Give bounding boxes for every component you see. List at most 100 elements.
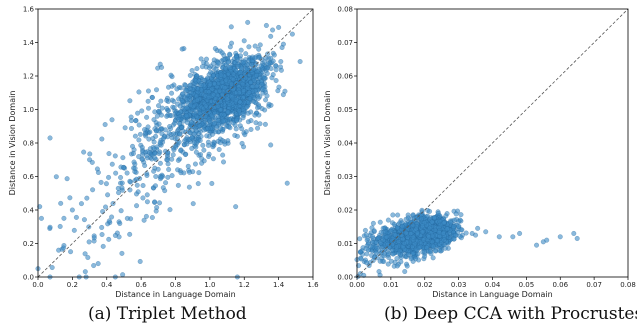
caption-b: (b) Deep CCA with Procrustes xyxy=(384,304,637,324)
scatter-point xyxy=(571,230,577,236)
scatter-point xyxy=(405,215,411,221)
scatter-point xyxy=(164,97,170,103)
scatter-point xyxy=(133,191,139,197)
scatter-point xyxy=(210,156,216,162)
scatter-point xyxy=(193,144,199,150)
scatter-point xyxy=(145,124,151,130)
scatter-point xyxy=(376,235,382,241)
scatter-point xyxy=(396,250,402,256)
scatter-point xyxy=(144,192,150,198)
scatter-point xyxy=(118,208,124,214)
x-tick-label: 0.02 xyxy=(417,281,433,289)
scatter-point xyxy=(252,112,258,118)
scatter-point xyxy=(227,65,233,71)
x-tick-label: 0.05 xyxy=(519,281,535,289)
scatter-point xyxy=(202,77,208,83)
scatter-point xyxy=(246,44,252,50)
scatter-point xyxy=(144,152,150,158)
scatter-point xyxy=(392,232,398,238)
scatter-point xyxy=(203,103,209,109)
scatter-point xyxy=(109,117,115,123)
scatter-point xyxy=(233,68,239,74)
scatter-point xyxy=(132,165,138,171)
scatter-point xyxy=(157,160,163,166)
scatter-point xyxy=(431,215,437,221)
scatter-point xyxy=(463,230,469,236)
scatter-point xyxy=(217,99,223,105)
scatter-point xyxy=(266,101,272,107)
scatter-point xyxy=(222,85,228,91)
scatter-point xyxy=(394,263,400,269)
scatter-point xyxy=(67,195,73,201)
scatter-point xyxy=(233,204,239,210)
scatter-point xyxy=(175,167,181,173)
scatter-point xyxy=(127,231,133,237)
scatter-point xyxy=(152,109,158,115)
scatter-point xyxy=(214,124,220,130)
scatter-point xyxy=(191,131,197,137)
scatter-point xyxy=(164,113,170,119)
scatter-point xyxy=(99,232,105,238)
scatter-point xyxy=(131,159,137,165)
scatter-point xyxy=(184,96,190,102)
scatter-point xyxy=(389,241,395,247)
scatter-point xyxy=(427,208,433,214)
scatter-point xyxy=(132,133,138,139)
scatter-point xyxy=(100,209,106,215)
scatter-point xyxy=(171,131,177,137)
scatter-point xyxy=(475,225,481,231)
scatter-point xyxy=(357,236,363,242)
scatter-point xyxy=(268,66,274,72)
scatter-point xyxy=(225,88,231,94)
scatter-point xyxy=(149,215,155,221)
scatter-point xyxy=(207,81,213,87)
scatter-point xyxy=(153,173,159,179)
scatter-point xyxy=(122,125,128,131)
scatter-point xyxy=(177,131,183,137)
scatter-point xyxy=(268,142,274,148)
scatter-point xyxy=(256,46,262,52)
scatter-point xyxy=(151,168,157,174)
scatter-point xyxy=(158,98,164,104)
scatter-point xyxy=(223,66,229,72)
scatter-point xyxy=(436,247,442,253)
scatter-point xyxy=(187,86,193,92)
scatter-point xyxy=(255,125,261,131)
scatter-point xyxy=(112,153,118,159)
scatter-point xyxy=(173,144,179,150)
scatter-point xyxy=(195,181,201,187)
scatter-point xyxy=(158,174,164,180)
scatter-point xyxy=(280,92,286,98)
scatter-point xyxy=(152,199,158,205)
scatter-point xyxy=(153,87,159,93)
scatter-point xyxy=(68,249,74,255)
scatter-point xyxy=(226,124,232,130)
scatter-point xyxy=(185,163,191,169)
scatter-point xyxy=(383,234,389,240)
scatter-point xyxy=(396,239,402,245)
scatter-point xyxy=(416,245,422,251)
scatter-point xyxy=(544,237,550,243)
scatter-point xyxy=(47,224,53,230)
scatter-point xyxy=(404,263,410,269)
scatter-point xyxy=(458,227,464,233)
scatter-point xyxy=(206,94,212,100)
scatter-point xyxy=(256,104,262,110)
scatter-point xyxy=(220,118,226,124)
scatter-point xyxy=(222,141,228,147)
scatter-point xyxy=(37,204,43,210)
scatter-point xyxy=(143,213,149,219)
scatter-point xyxy=(183,129,189,135)
scatter-point xyxy=(271,52,277,58)
scatter-point xyxy=(278,64,284,70)
scatter-point xyxy=(147,150,153,156)
scatter-point xyxy=(236,90,242,96)
scatter-point xyxy=(213,66,219,72)
scatter-point xyxy=(182,152,188,158)
scatter-point xyxy=(245,85,251,91)
scatter-point xyxy=(219,79,225,85)
scatter-point xyxy=(197,138,203,144)
scatter-point xyxy=(124,170,130,176)
scatter-point xyxy=(275,88,281,94)
scatter-point xyxy=(257,121,263,127)
